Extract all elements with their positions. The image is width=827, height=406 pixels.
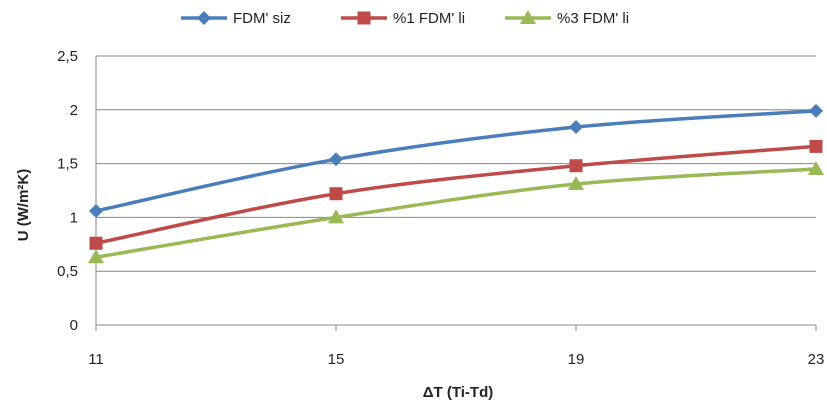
data-point <box>569 159 583 173</box>
series-3 <box>88 160 824 264</box>
legend-item: FDM' siz <box>181 10 291 27</box>
legend-marker <box>357 11 371 25</box>
data-point <box>809 103 823 118</box>
y-tick-label: 2 <box>70 102 78 119</box>
x-tick-labels: 11 15 19 23 <box>88 351 824 368</box>
x-tick-label: 19 <box>568 351 585 368</box>
series-line <box>95 144 817 245</box>
y-tick-label: 1 <box>70 209 78 226</box>
legend-label: %3 FDM' li <box>557 10 629 27</box>
data-point <box>808 160 824 175</box>
series-2 <box>89 139 823 250</box>
y-axis-label: U (W/m²K) <box>15 169 32 241</box>
legend: FDM' siz %1 FDM' li %3 FDM' li <box>181 10 629 27</box>
x-tick-label: 11 <box>88 351 104 368</box>
y-tick-label: 1,5 <box>57 156 78 173</box>
legend-label: FDM' siz <box>233 10 291 27</box>
series-line <box>95 109 817 213</box>
data-point <box>88 249 104 264</box>
x-axis-label: ΔT (Ti-Td) <box>423 384 493 401</box>
data-point <box>568 176 584 191</box>
y-tick-label: 0 <box>70 317 78 334</box>
legend-marker <box>197 11 211 25</box>
x-tick-label: 23 <box>808 351 825 368</box>
y-tick-label: 0,5 <box>57 263 78 280</box>
legend-label: %1 FDM' li <box>393 10 465 27</box>
x-tick-label: 15 <box>328 351 345 368</box>
data-point <box>809 139 823 153</box>
series-line <box>95 167 817 259</box>
data-point <box>569 120 583 135</box>
axes <box>95 56 817 331</box>
data-point <box>89 203 103 218</box>
data-point <box>329 187 343 201</box>
data-point <box>328 209 344 224</box>
y-tick-label: 2,5 <box>57 48 78 65</box>
legend-item: %1 FDM' li <box>341 10 465 27</box>
data-point <box>89 236 103 250</box>
series-1 <box>89 103 823 218</box>
series-group <box>88 103 824 264</box>
legend-marker <box>520 10 536 24</box>
legend-item: %3 FDM' li <box>505 10 629 27</box>
y-tick-labels: 0 0,5 1 1,5 2 2,5 <box>57 48 78 334</box>
data-point <box>329 152 343 167</box>
